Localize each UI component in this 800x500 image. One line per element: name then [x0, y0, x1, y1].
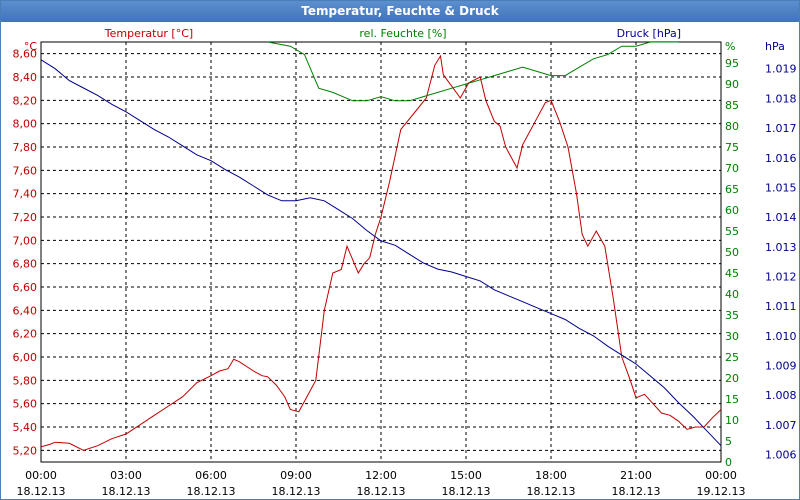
press-tick-label: 1.015: [765, 181, 797, 194]
x-tick-time: 21:00: [620, 469, 652, 482]
x-tick-date: 19.12.13: [697, 485, 746, 498]
temp-tick-label: 5,60: [13, 398, 38, 411]
hum-tick-label: 65: [725, 183, 739, 196]
hum-tick-label: 80: [725, 120, 739, 133]
hum-unit-label: %: [725, 40, 735, 53]
hum-tick-label: 90: [725, 78, 739, 91]
x-tick-time: 06:00: [195, 469, 227, 482]
hum-tick-label: 40: [725, 288, 739, 301]
chart-title: Temperatur, Feuchte & Druck: [1, 1, 799, 22]
chart-canvas: 8,60 8,40 8,20 8,00 7,80 7,60 7,40 7,20 7,00 6,80…: [13, 27, 797, 498]
hum-tick-label: 15: [725, 393, 739, 406]
x-tick-date: 18.12.13: [442, 485, 491, 498]
hum-tick-label: 0: [725, 456, 732, 469]
temp-tick-label: 8,20: [13, 94, 38, 107]
press-unit-label: hPa: [765, 40, 785, 53]
hum-tick-label: 45: [725, 267, 739, 280]
x-tick-time: 09:00: [280, 469, 312, 482]
x-tick-date: 18.12.13: [357, 485, 406, 498]
hum-tick-label: 95: [725, 57, 739, 70]
press-tick-label: 1.016: [765, 152, 797, 165]
hum-tick-label: 10: [725, 414, 739, 427]
hum-tick-label: 5: [725, 435, 732, 448]
press-tick-label: 1.008: [765, 389, 797, 402]
press-tick-label: 1.006: [765, 449, 797, 462]
x-tick-time: 12:00: [365, 469, 397, 482]
hum-tick-label: 85: [725, 99, 739, 112]
hum-tick-label: 55: [725, 225, 739, 238]
temp-tick-label: 6,00: [13, 351, 38, 364]
series-line-temp: [41, 54, 721, 451]
hum-tick-label: 30: [725, 330, 739, 343]
x-tick-date: 18.12.13: [527, 485, 576, 498]
temp-tick-label: 7,20: [13, 211, 38, 224]
x-tick-date: 18.12.13: [612, 485, 661, 498]
series-line-press: [41, 59, 721, 447]
press-tick-label: 1.011: [765, 300, 797, 313]
hum-tick-label: 75: [725, 141, 739, 154]
press-tick-label: 1.007: [765, 419, 797, 432]
legend-hum: rel. Feuchte [%]: [359, 27, 446, 40]
temp-tick-label: 5,40: [13, 421, 38, 434]
hum-tick-label: 60: [725, 204, 739, 217]
hum-tick-label: 25: [725, 351, 739, 364]
press-tick-label: 1.013: [765, 241, 797, 254]
temp-tick-label: 7,60: [13, 164, 38, 177]
x-tick-time: 15:00: [450, 469, 482, 482]
x-tick-date: 18.12.13: [187, 485, 236, 498]
series-line-hum: [267, 42, 679, 102]
hum-tick-label: 50: [725, 246, 739, 259]
temp-tick-label: 5,80: [13, 374, 38, 387]
temp-tick-label: 8,60: [13, 48, 38, 61]
press-tick-label: 1.012: [765, 270, 797, 283]
temp-tick-label: 6,20: [13, 328, 38, 341]
x-tick-date: 18.12.13: [272, 485, 321, 498]
press-tick-label: 1.018: [765, 92, 797, 105]
hum-tick-label: 20: [725, 372, 739, 385]
temp-unit-label: °C: [24, 40, 38, 53]
temp-tick-label: 7,00: [13, 234, 38, 247]
x-tick-time: 18:00: [535, 469, 567, 482]
press-tick-label: 1.019: [765, 63, 797, 76]
x-tick-time: 03:00: [110, 469, 142, 482]
legend-press: Druck [hPa]: [617, 27, 681, 40]
legend-temp: Temperatur [°C]: [104, 27, 193, 40]
temp-tick-label: 7,80: [13, 141, 38, 154]
x-tick-time: 00:00: [705, 469, 737, 482]
press-tick-label: 1.014: [765, 211, 797, 224]
temp-tick-label: 6,40: [13, 304, 38, 317]
temp-tick-label: 7,40: [13, 188, 38, 201]
press-tick-label: 1.017: [765, 122, 797, 135]
press-tick-label: 1.009: [765, 360, 797, 373]
hum-tick-label: 35: [725, 309, 739, 322]
temp-tick-label: 8,00: [13, 118, 38, 131]
temp-tick-label: 6,60: [13, 281, 38, 294]
press-tick-label: 1.010: [765, 330, 797, 343]
x-tick-date: 18.12.13: [17, 485, 66, 498]
temp-tick-label: 5,20: [13, 444, 38, 457]
x-tick-date: 18.12.13: [102, 485, 151, 498]
temp-tick-label: 6,80: [13, 258, 38, 271]
hum-tick-label: 70: [725, 162, 739, 175]
x-tick-time: 00:00: [25, 469, 57, 482]
temp-tick-label: 8,40: [13, 71, 38, 84]
